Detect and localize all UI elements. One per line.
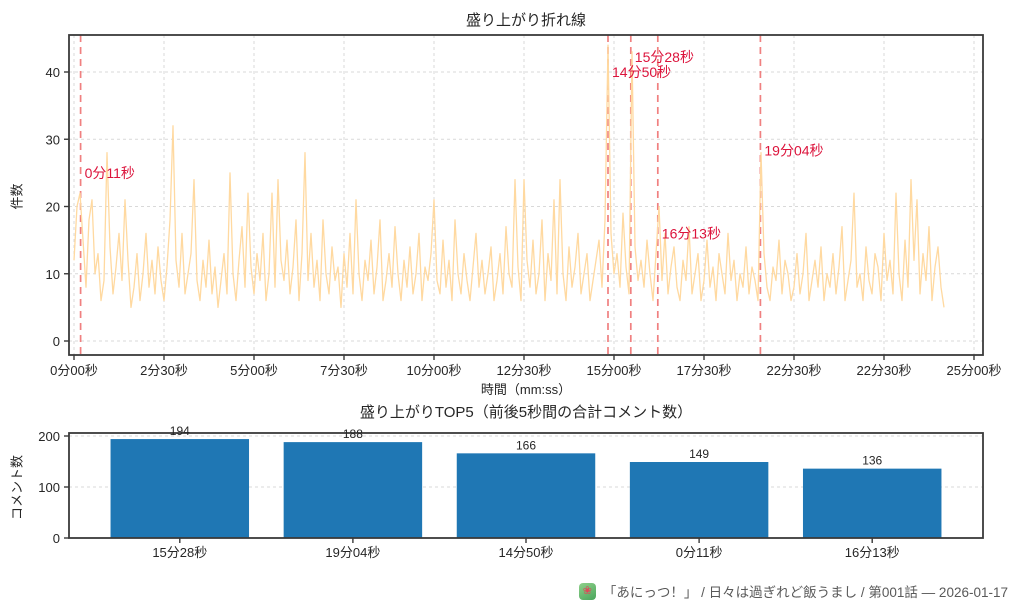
y-tick-label: 20 — [46, 200, 60, 215]
y-tick-label: 40 — [46, 65, 60, 80]
peak-annotation: 14分50秒 — [612, 64, 671, 80]
peak-annotation: 15分28秒 — [635, 49, 694, 65]
y-tick-label: 0 — [53, 334, 60, 349]
x-tick-label: 2分30秒 — [140, 363, 188, 378]
x-tick-label: 12分30秒 — [497, 363, 552, 378]
y-tick-label: 100 — [38, 480, 60, 495]
x-tick-label: 7分30秒 — [320, 363, 368, 378]
x-tick-label: 17分30秒 — [677, 363, 732, 378]
line-chart-xlabel: 時間（mm:ss） — [480, 382, 572, 397]
y-tick-label: 0 — [53, 531, 60, 546]
bar-category-label: 16分13秒 — [845, 545, 900, 560]
peak-annotation: 0分11秒 — [85, 165, 135, 181]
x-tick-label: 22分30秒 — [857, 363, 912, 378]
y-tick-label: 30 — [46, 132, 60, 147]
y-tick-label: 10 — [46, 267, 60, 282]
caption-text: 「あにっつ！」 / 日々は過ぎれど飯うまし / 第001話 — 2026-01-… — [602, 585, 1008, 600]
flower-card-emoji-icon: ❀ — [578, 582, 596, 600]
bar-value-label: 136 — [862, 454, 882, 468]
bar — [456, 453, 596, 538]
x-tick-label: 5分00秒 — [230, 363, 278, 378]
x-tick-label: 0分00秒 — [50, 363, 98, 378]
bar-value-label: 188 — [343, 427, 363, 441]
x-tick-label: 25分00秒 — [947, 363, 1002, 378]
bar-chart-title: 盛り上がりTOP5（前後5秒間の合計コメント数） — [359, 404, 693, 421]
bar — [629, 462, 769, 538]
bar — [110, 439, 250, 538]
bar-category-label: 15分28秒 — [152, 545, 207, 560]
bar — [283, 442, 423, 538]
x-tick-label: 22分30秒 — [767, 363, 822, 378]
line-chart-ylabel: 件数 — [9, 183, 25, 210]
bar — [802, 468, 942, 538]
caption: ❀ 「あにっつ！」 / 日々は過ぎれど飯うまし / 第001話 — 2026-0… — [578, 581, 1008, 601]
peak-annotation: 19分04秒 — [764, 143, 823, 159]
line-chart: 0分00秒 2分30秒 5分00秒 7分30秒 10分00秒 12分30秒 15分00秒 17… — [46, 34, 1002, 378]
line-series — [73, 44, 945, 309]
x-tick-label: 15分00秒 — [587, 363, 642, 378]
x-tick-label: 10分00秒 — [407, 363, 462, 378]
bar-category-label: 19分04秒 — [325, 545, 380, 560]
bar-value-label: 194 — [170, 424, 190, 438]
bar-chart-ylabel: コメント数 — [9, 455, 25, 521]
bar-chart: 15分28秒 19分04秒 14分50秒 0分11秒 16分13秒 0 100 200 194 1… — [38, 424, 984, 560]
bar-category-label: 14分50秒 — [499, 545, 554, 560]
bar-category-label: 0分11秒 — [676, 545, 723, 560]
line-chart-title: 盛り上がり折れ線 — [465, 12, 586, 29]
bar-value-label: 166 — [516, 438, 536, 452]
y-tick-label: 200 — [38, 429, 60, 444]
bar-value-label: 149 — [689, 447, 709, 461]
peak-annotation: 16分13秒 — [662, 225, 721, 241]
line-plot-frame — [68, 34, 984, 356]
